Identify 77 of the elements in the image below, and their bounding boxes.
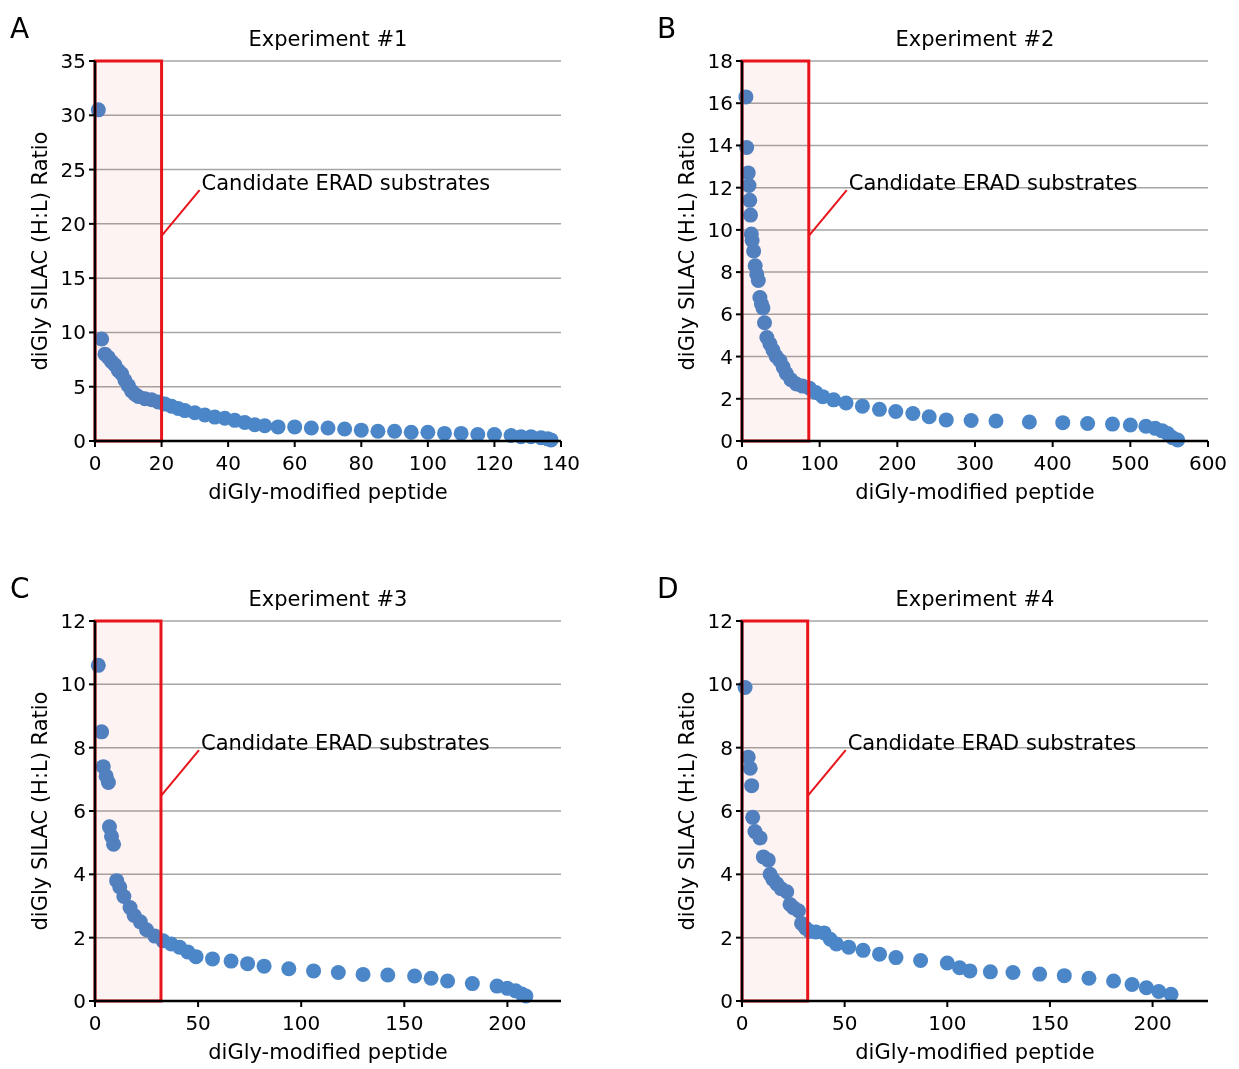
y-tick-label: 8 [73, 735, 86, 760]
x-tick-label: 50 [185, 1011, 211, 1035]
x-tick-label: 40 [215, 451, 241, 475]
x-tick-label: 150 [1030, 1011, 1070, 1035]
y-tick-label: 6 [720, 799, 733, 823]
y-tick-label: 8 [720, 735, 733, 760]
x-tick-label: 0 [88, 451, 102, 475]
chart-title: Experiment #2 [895, 27, 1055, 51]
text: D [657, 572, 679, 605]
y-tick-label: 0 [73, 429, 86, 453]
text: A [10, 12, 30, 45]
y-tick-label: 35 [60, 49, 86, 73]
y-axis-title: diGly SILAC (H:L) Ratio [675, 131, 699, 371]
x-tick-label: 100 [408, 451, 447, 475]
chart-title: Experiment #1 [248, 27, 408, 51]
y-tick-label: 12 [707, 175, 733, 200]
band-label: Candidate ERAD substrates [847, 731, 1137, 756]
y-tick-label: 12 [707, 609, 733, 633]
y-tick-label: 16 [707, 91, 733, 116]
text: B [657, 12, 677, 45]
band-label: Candidate ERAD substrates [200, 731, 490, 756]
x-tick-label: 50 [831, 1011, 858, 1035]
x-tick-label: 200 [488, 1011, 527, 1035]
x-tick-label: 100 [928, 1011, 967, 1035]
y-tick-label: 2 [720, 386, 733, 411]
x-tick-label: 120 [475, 451, 514, 475]
x-tick-label: 0 [735, 1011, 749, 1035]
x-tick-label: 400 [1033, 451, 1072, 475]
y-tick-label: 0 [720, 429, 733, 453]
x-axis-title: diGly-modified peptide [208, 480, 448, 504]
y-tick-label: 10 [707, 217, 733, 242]
band-label: Candidate ERAD substrates [201, 171, 491, 196]
y-axis-title: diGly SILAC (H:L) Ratio [675, 691, 699, 931]
x-tick-label: 200 [1133, 1011, 1172, 1035]
x-tick-label: 300 [955, 451, 995, 475]
y-tick-label: 6 [73, 799, 86, 823]
y-axis-title: diGly SILAC (H:L) Ratio [28, 131, 52, 371]
y-tick-label: 2 [720, 925, 733, 950]
y-tick-label: 0 [720, 989, 733, 1013]
x-tick-label: 20 [148, 451, 175, 475]
y-tick-label: 25 [60, 157, 86, 182]
x-tick-label: 60 [281, 451, 308, 475]
x-tick-label: 500 [1111, 451, 1150, 475]
y-tick-label: 5 [73, 374, 86, 399]
x-axis-title: diGly-modified peptide [208, 1040, 448, 1064]
y-tick-label: 20 [60, 211, 86, 236]
y-tick-label: 8 [720, 260, 733, 285]
y-tick-label: 10 [60, 672, 86, 697]
y-tick-label: 4 [720, 344, 733, 369]
y-tick-label: 4 [73, 862, 86, 887]
chart-title: Experiment #4 [895, 587, 1055, 611]
y-axis-title: diGly SILAC (H:L) Ratio [28, 691, 52, 931]
x-tick-label: 0 [735, 451, 749, 475]
x-tick-label: 150 [385, 1011, 424, 1035]
band-label: Candidate ERAD substrates [848, 171, 1138, 196]
y-tick-label: 18 [707, 49, 733, 73]
chart-title: Experiment #3 [248, 587, 408, 611]
x-tick-label: 100 [282, 1011, 321, 1035]
x-tick-label: 200 [878, 451, 917, 475]
x-tick-label: 600 [1188, 451, 1228, 475]
y-tick-label: 14 [707, 133, 733, 158]
y-tick-label: 15 [60, 266, 86, 291]
y-tick-label: 4 [720, 862, 733, 887]
y-tick-label: 12 [60, 609, 86, 633]
x-axis-title: diGly-modified peptide [855, 480, 1095, 504]
text: C [10, 572, 30, 605]
x-tick-label: 80 [348, 451, 375, 475]
y-tick-label: 10 [60, 320, 86, 345]
y-tick-label: 2 [73, 925, 86, 950]
y-tick-label: 6 [720, 302, 733, 327]
y-tick-label: 30 [60, 103, 86, 128]
x-axis-title: diGly-modified peptide [855, 1040, 1095, 1064]
x-tick-label: 140 [541, 451, 581, 475]
x-tick-label: 0 [88, 1011, 102, 1035]
y-tick-label: 10 [707, 672, 733, 697]
x-tick-label: 100 [800, 451, 839, 475]
y-tick-label: 0 [73, 989, 86, 1013]
